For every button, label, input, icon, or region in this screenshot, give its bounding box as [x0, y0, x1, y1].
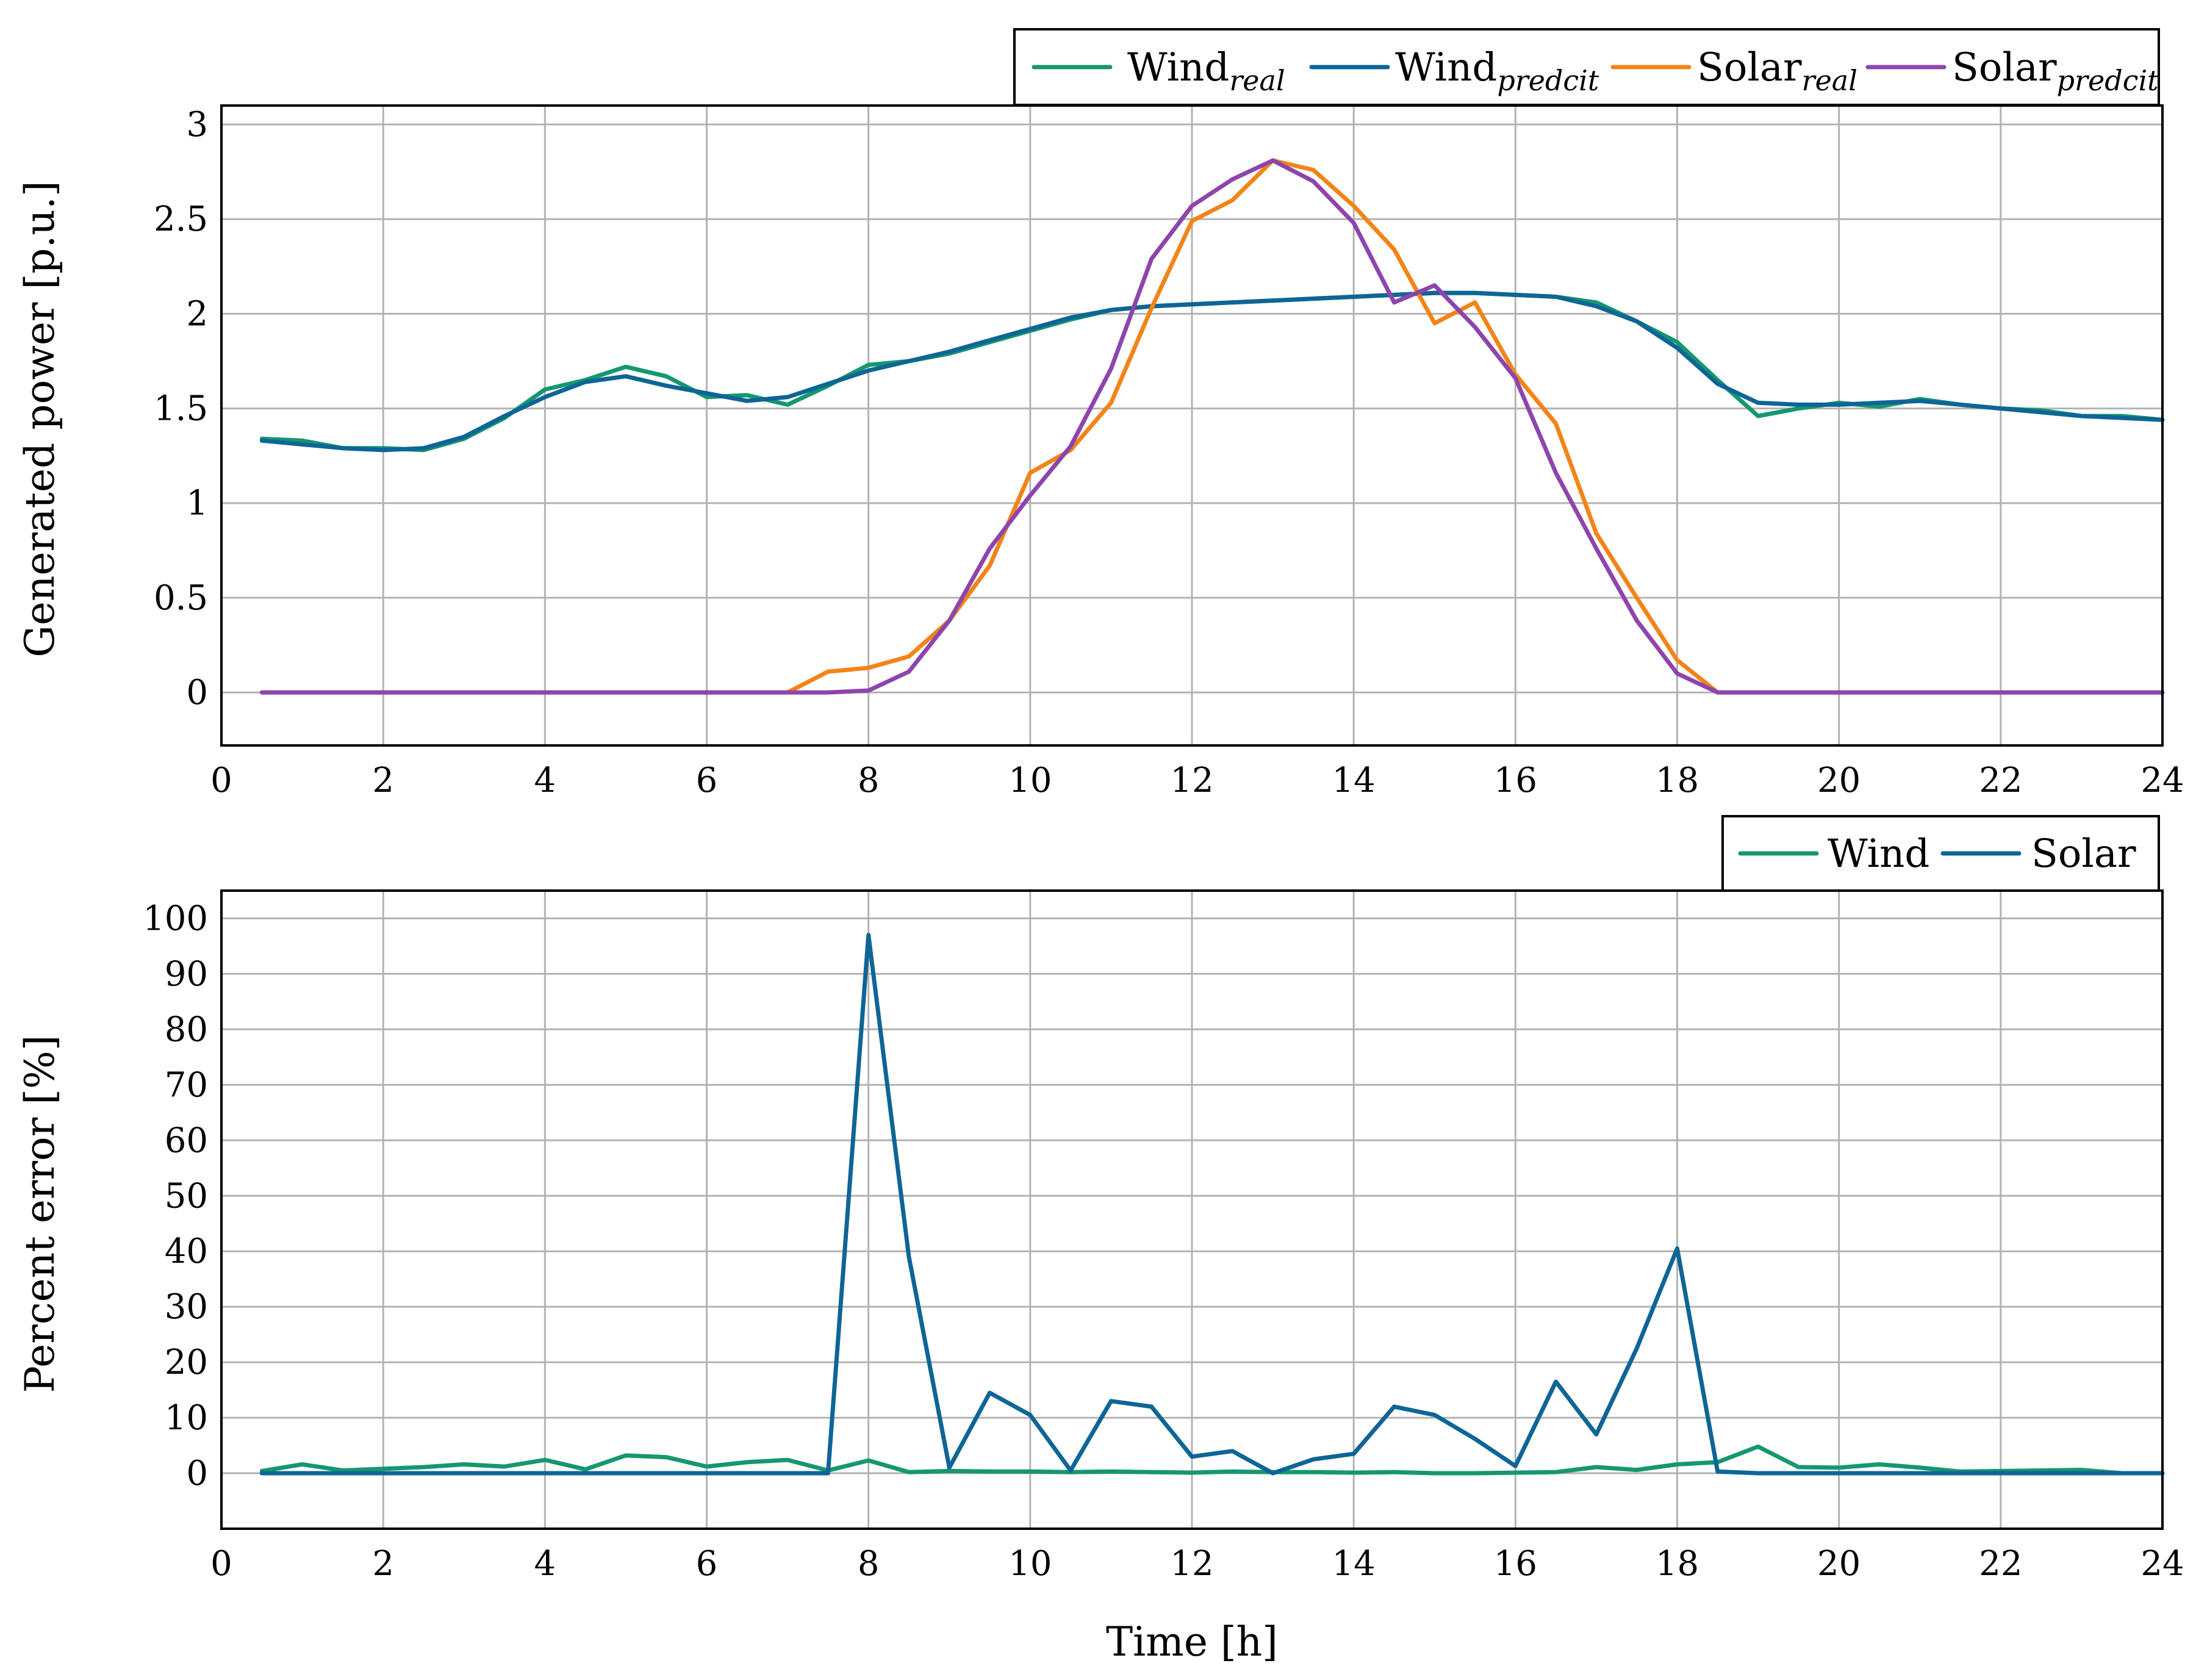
x-tick-label: 8	[858, 1544, 880, 1584]
legend-entry-wind-predict: Windpredcit	[1309, 45, 1599, 97]
x-tick-label: 4	[534, 761, 556, 800]
x-axis-label: Time [h]	[1106, 1618, 1278, 1665]
x-tick-label: 12	[1170, 761, 1213, 800]
y-tick-labels: 0 0.5 1 1.5 2 2.5 3	[154, 105, 208, 713]
x-tick-label: 16	[1494, 761, 1537, 800]
legend-label: Windpredcit	[1395, 45, 1599, 97]
y-tick-label: 100	[143, 899, 208, 938]
x-tick-label: 10	[1008, 1544, 1052, 1584]
x-tick-label: 20	[1817, 761, 1860, 800]
y-tick-label: 1	[186, 484, 208, 523]
legend: Wind Solar	[1721, 815, 2160, 892]
x-tick-label: 10	[1008, 761, 1052, 800]
solar-real-line	[259, 158, 2165, 695]
x-tick-label: 24	[2140, 761, 2184, 800]
x-tick-label: 20	[1817, 1544, 1860, 1584]
y-tick-label: 0	[186, 1454, 208, 1493]
x-tick-label: 22	[1979, 1544, 2022, 1584]
x-tick-labels: 0 2 4 6 8 10 12 14 16 18 20 22 24	[210, 1544, 2184, 1584]
plot-frame	[220, 889, 2164, 1530]
x-tick-label: 14	[1332, 1544, 1376, 1584]
legend-label: Solarreal	[1697, 45, 1857, 97]
x-tick-label: 14	[1332, 761, 1376, 800]
y-tick-label: 10	[165, 1398, 208, 1438]
x-tick-label: 0	[210, 1544, 232, 1584]
legend-entry-solar-real: Solarreal	[1610, 45, 1857, 97]
y-tick-label: 2.5	[154, 199, 208, 239]
y-tick-label: 90	[165, 954, 208, 994]
wind-real-line	[259, 290, 2165, 453]
x-tick-label: 6	[696, 761, 718, 800]
series-lines	[259, 158, 2165, 695]
y-axis-label: Percent error [%]	[16, 1035, 63, 1393]
legend-entry-solar: Solar	[1940, 831, 2136, 877]
legend-entry-wind-real: Windreal	[1032, 45, 1285, 97]
x-tick-label: 4	[534, 1544, 556, 1584]
y-tick-label: 0.5	[154, 578, 208, 618]
legend-label: Windreal	[1127, 45, 1285, 97]
solar-error-line	[259, 933, 2165, 1476]
y-tick-label: 1.5	[154, 389, 208, 429]
x-tick-label: 18	[1656, 761, 1699, 800]
legend-entry-solar-predict: Solarpredcit	[1865, 45, 2159, 97]
x-tick-label: 8	[858, 761, 880, 800]
x-tick-label: 24	[2140, 1544, 2184, 1584]
series-lines	[259, 933, 2165, 1476]
generated-power-chart: 0 2 4 6 8 10 12 14 16 18 20 22 24 00.511.522.53 Gene…	[16, 28, 2184, 800]
wind-predcit-line	[259, 290, 2165, 453]
y-tick-label: 50	[165, 1176, 208, 1216]
x-tick-labels: 0 2 4 6 8 10 12 14 16 18 20 22 24	[210, 761, 2184, 800]
percent-error-chart: 0 2 4 6 8 10 12 14 16 18 20 22 24 010203040506070809…	[16, 815, 2184, 1665]
legend-entry-wind: Wind	[1738, 831, 1929, 877]
y-tick-label: 2	[186, 294, 208, 334]
y-tick-labels: 0 10 20 30 40 50 60 70 80 90 100	[143, 899, 208, 1493]
y-tick-label: 30	[165, 1287, 208, 1327]
y-axis-label: Generated power [p.u.]	[16, 181, 63, 657]
y-tick-label: 80	[165, 1010, 208, 1049]
y-tick-label: 0	[186, 673, 208, 713]
x-tick-label: 12	[1170, 1544, 1213, 1584]
wind-error-line	[259, 1444, 2165, 1476]
x-tick-label: 0	[210, 761, 232, 800]
x-tick-label: 2	[372, 1544, 394, 1584]
y-tick-label: 3	[186, 105, 208, 145]
x-tick-label: 22	[1979, 761, 2022, 800]
x-tick-label: 16	[1494, 1544, 1537, 1584]
legend-box	[1013, 28, 2160, 106]
y-tick-label: 20	[165, 1343, 208, 1382]
x-tick-label: 2	[372, 761, 394, 800]
x-tick-label: 6	[696, 1544, 718, 1584]
grid	[221, 106, 2162, 745]
y-tick-label: 70	[165, 1065, 208, 1105]
legend: Windreal Windpredcit Solarreal Solarpred…	[1013, 28, 2160, 106]
x-tick-label: 18	[1656, 1544, 1699, 1584]
solar-predcit-line	[259, 158, 2165, 695]
legend-label: Wind	[1828, 831, 1929, 877]
legend-label: Solar	[2031, 831, 2136, 877]
grid	[221, 891, 2162, 1529]
y-tick-label: 40	[165, 1232, 208, 1271]
y-tick-label: 60	[165, 1121, 208, 1160]
legend-label: Solarpredcit	[1952, 45, 2159, 97]
